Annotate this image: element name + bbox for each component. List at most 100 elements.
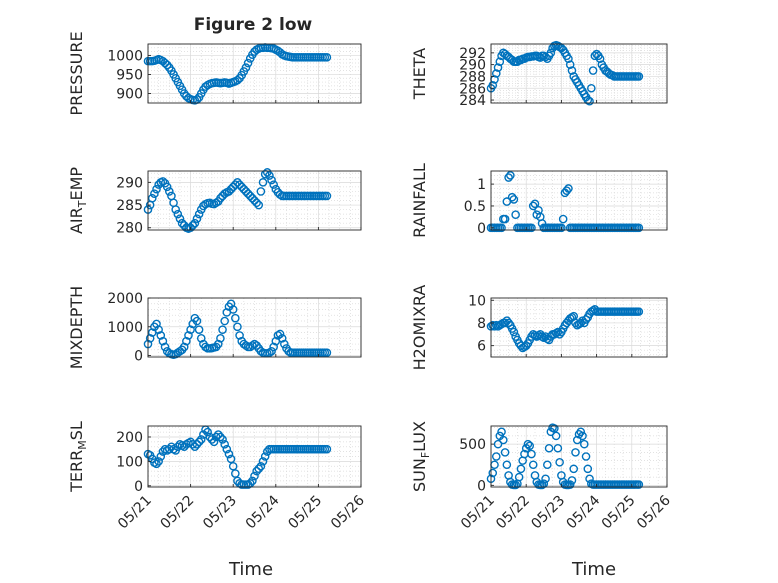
- data-point: [218, 325, 227, 334]
- data-point: [322, 191, 332, 201]
- data-point: [564, 184, 573, 193]
- y-tick-label: 1: [477, 177, 486, 193]
- data-point: [201, 82, 210, 91]
- data-point: [196, 333, 206, 343]
- data-point: [186, 223, 195, 233]
- y-axis-label-part: EMP: [67, 167, 86, 201]
- y-axis-label-subscript: T: [76, 200, 89, 208]
- data-point: [497, 223, 506, 233]
- data-point: [154, 325, 163, 334]
- data-point: [572, 435, 582, 445]
- data-point: [562, 186, 571, 195]
- data-point: [530, 199, 540, 209]
- data-point: [192, 439, 202, 449]
- data-point: [233, 178, 242, 187]
- data-point: [528, 201, 538, 211]
- y-tick-label: 0: [477, 478, 486, 494]
- data-point: [235, 331, 244, 340]
- data-point: [224, 187, 234, 196]
- data-point: [216, 432, 225, 442]
- data-point: [488, 468, 498, 478]
- y-axis: 280 285 290: [116, 175, 151, 237]
- y-axis-label: TERRMSL: [67, 421, 89, 493]
- data-point: [243, 58, 253, 68]
- y-tick-label: 288: [459, 69, 486, 85]
- y-tick-label: 0: [477, 221, 486, 237]
- data-point: [491, 69, 501, 78]
- y-axis: 0 100 200: [116, 430, 151, 495]
- data-point: [267, 175, 276, 185]
- y-tick-label: 950: [116, 67, 143, 83]
- data-point: [537, 480, 547, 490]
- data-point: [220, 439, 229, 449]
- data-point: [500, 318, 510, 328]
- data-point: [634, 223, 644, 233]
- data-point: [250, 471, 259, 481]
- data-point: [173, 442, 183, 452]
- data-point: [528, 460, 538, 470]
- y-axis: 6 8 10: [468, 293, 494, 355]
- y-tick-label: 10: [468, 293, 486, 309]
- data-point: [235, 180, 244, 189]
- y-axis-label: SUNFLUX: [410, 421, 432, 492]
- data-point: [145, 333, 155, 343]
- y-axis-label-subscript: M: [76, 440, 89, 450]
- x-axis: [490, 227, 668, 230]
- data-point: [175, 214, 185, 223]
- x-axis: [147, 227, 362, 230]
- data-point: [241, 63, 251, 72]
- data-point: [184, 331, 193, 340]
- data-markers: [143, 299, 332, 360]
- data-point: [495, 57, 505, 67]
- axes-frame: [147, 425, 362, 488]
- data-point: [190, 442, 200, 452]
- data-point: [579, 439, 589, 449]
- axes-frame: [490, 43, 668, 104]
- data-point: [275, 329, 285, 339]
- grid: [147, 171, 362, 230]
- data-point: [237, 182, 247, 192]
- data-point: [541, 474, 550, 484]
- data-point: [150, 189, 159, 198]
- x-axis: [490, 100, 668, 103]
- x-axis: [490, 354, 668, 357]
- data-point: [158, 177, 168, 186]
- data-point: [537, 332, 547, 341]
- data-point: [213, 339, 223, 349]
- data-point: [154, 457, 163, 466]
- data-point: [196, 435, 206, 444]
- data-point: [245, 191, 255, 201]
- data-point: [509, 195, 519, 204]
- data-point: [252, 466, 261, 476]
- data-point: [216, 193, 225, 203]
- data-point: [190, 218, 200, 228]
- data-point: [258, 457, 268, 466]
- data-point: [226, 184, 236, 194]
- data-point: [171, 205, 180, 214]
- data-point: [233, 322, 242, 332]
- data-point: [511, 480, 520, 490]
- data-point: [557, 223, 566, 233]
- data-point: [506, 171, 515, 180]
- figure-title: Figure 2 low: [194, 15, 313, 35]
- data-point: [203, 427, 212, 437]
- data-point: [565, 60, 575, 69]
- x-axis: [147, 354, 362, 357]
- y-axis-label-part: TERR: [67, 450, 86, 493]
- data-point: [241, 187, 251, 196]
- axes-frame: [147, 170, 362, 231]
- subplot-h2omixra: 6 8 10 H2OMIXRA: [410, 285, 668, 370]
- data-point: [152, 459, 161, 469]
- data-point: [527, 449, 536, 459]
- data-point: [258, 178, 268, 187]
- data-point: [558, 214, 568, 224]
- data-point: [502, 460, 512, 470]
- data-point: [254, 464, 264, 474]
- data-point: [160, 342, 170, 352]
- y-tick-label: 0.5: [464, 199, 486, 215]
- data-point: [587, 83, 596, 93]
- data-point: [499, 435, 508, 445]
- data-point: [177, 218, 187, 228]
